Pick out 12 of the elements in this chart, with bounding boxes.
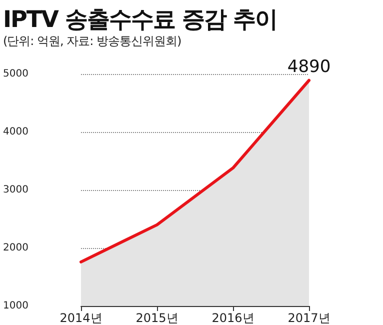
x-tick-label: 2015년	[136, 311, 178, 325]
y-tick-label: 5000	[3, 68, 28, 80]
y-tick-label: 1000	[3, 300, 28, 312]
x-tick-label: 2014년	[60, 311, 102, 325]
y-tick-label: 2000	[3, 242, 28, 254]
data-label: 4890	[287, 56, 331, 77]
y-tick-label: 3000	[3, 184, 28, 196]
x-tick-label: 2016년	[212, 311, 254, 325]
chart-title: IPTV 송출수수료 증감 추이	[3, 6, 277, 35]
chart-subtitle: (단위: 억원, 자료: 방송통신위원회)	[3, 33, 182, 50]
y-tick-label: 4000	[3, 126, 28, 138]
x-tick-label: 2017년	[288, 311, 330, 325]
